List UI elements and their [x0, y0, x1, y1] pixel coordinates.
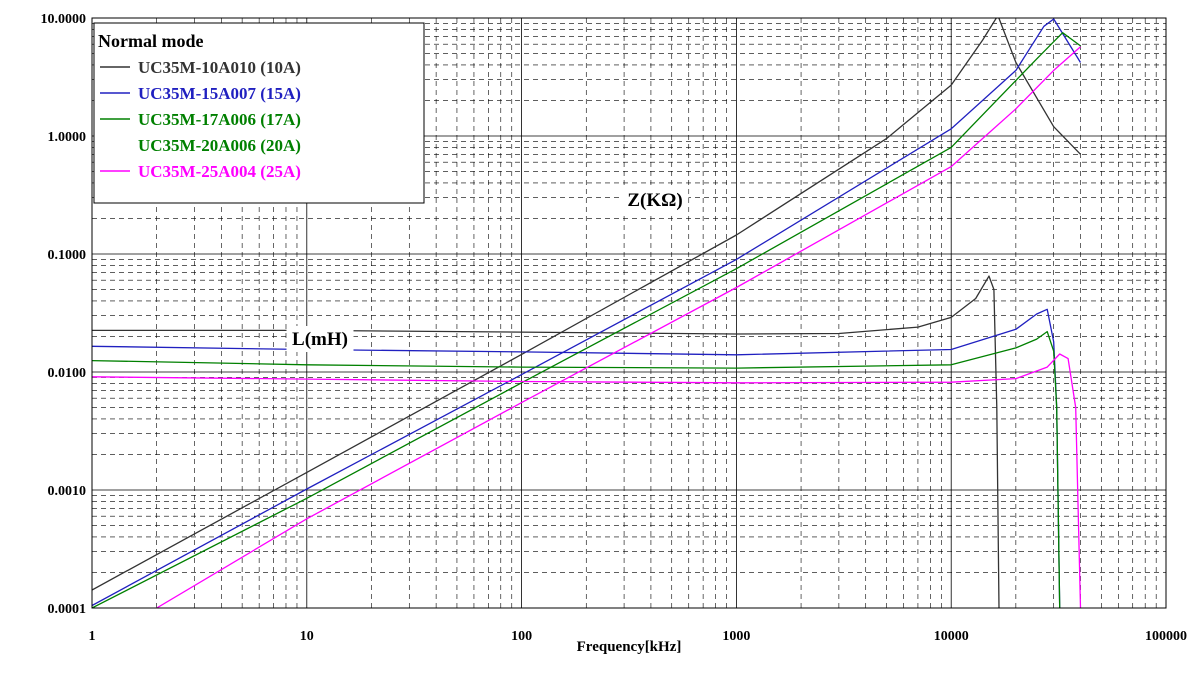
annotations: Z(KΩ) L(mH)	[286, 187, 689, 352]
y-tick-label: 0.0010	[48, 484, 87, 499]
annotation-bg	[621, 187, 689, 213]
legend-entry: UC35M-17A006 (17A)	[138, 110, 301, 129]
annotation-label: Z(KΩ)	[627, 190, 682, 211]
y-tick-label: 0.0001	[48, 602, 87, 617]
legend: Normal mode UC35M-10A010 (10A) UC35M-15A00…	[93, 22, 425, 204]
series-line-impedance	[92, 18, 1082, 607]
tick-labels: 1 10 100 1000 10000 100000 0.0001 0.0010 0.0100 0…	[41, 12, 1188, 644]
legend-box	[93, 22, 425, 204]
x-tick-label: 100	[511, 629, 532, 644]
annotation-bg	[286, 326, 354, 352]
legend-entry: UC35M-10A010 (10A)	[138, 58, 301, 77]
series-line-impedance	[92, 18, 1081, 591]
x-tick-label: 1000	[722, 629, 750, 644]
x-axis-title: Frequency[kHz]	[577, 639, 682, 655]
y-tick-label: 10.0000	[41, 12, 87, 27]
y-tick-label: 0.0100	[48, 366, 87, 381]
legend-title: Normal mode	[98, 31, 203, 51]
series-line-inductance	[92, 275, 1000, 608]
x-tick-label: 100000	[1145, 629, 1187, 644]
series-line-inductance	[92, 330, 1061, 608]
x-tick-label: 10	[300, 629, 314, 644]
plot-border	[91, 17, 1167, 609]
legend-entry: UC35M-25A004 (25A)	[138, 162, 301, 181]
y-tick-label: 1.0000	[48, 130, 87, 145]
x-tick-label: 10000	[934, 629, 969, 644]
annotation-label: L(mH)	[292, 329, 348, 350]
legend-entry: UC35M-15A007 (15A)	[138, 84, 301, 103]
y-tick-label: 0.1000	[48, 248, 87, 263]
series-line-impedance	[92, 32, 1081, 608]
x-tick-label: 1	[89, 629, 96, 644]
series-line-inductance	[92, 353, 1082, 608]
series-layer	[92, 18, 1082, 608]
series-line-impedance	[156, 46, 1081, 608]
legend-entry: UC35M-20A006 (20A)	[138, 136, 301, 155]
